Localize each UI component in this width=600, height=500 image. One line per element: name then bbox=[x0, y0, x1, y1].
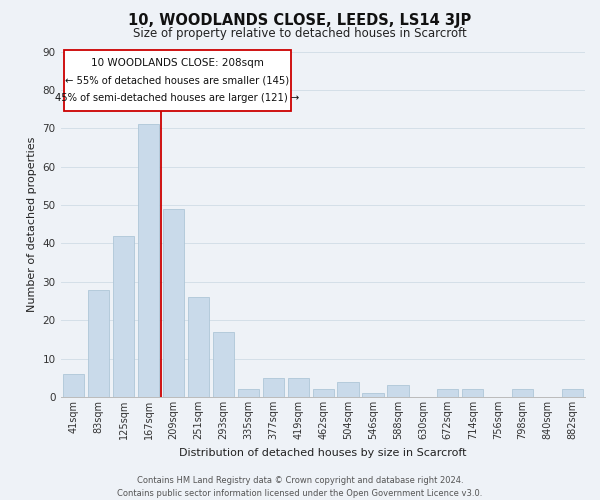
Bar bbox=[462, 390, 484, 397]
Bar bbox=[562, 390, 583, 397]
Bar bbox=[213, 332, 234, 397]
Text: 10 WOODLANDS CLOSE: 208sqm: 10 WOODLANDS CLOSE: 208sqm bbox=[91, 58, 263, 68]
Bar bbox=[263, 378, 284, 397]
Text: ← 55% of detached houses are smaller (145): ← 55% of detached houses are smaller (14… bbox=[65, 76, 289, 86]
Text: 10, WOODLANDS CLOSE, LEEDS, LS14 3JP: 10, WOODLANDS CLOSE, LEEDS, LS14 3JP bbox=[128, 12, 472, 28]
Text: 45% of semi-detached houses are larger (121) →: 45% of semi-detached houses are larger (… bbox=[55, 92, 299, 102]
Bar bbox=[437, 390, 458, 397]
Text: Contains HM Land Registry data © Crown copyright and database right 2024.
Contai: Contains HM Land Registry data © Crown c… bbox=[118, 476, 482, 498]
Bar bbox=[388, 386, 409, 397]
Bar bbox=[362, 393, 383, 397]
Bar bbox=[163, 209, 184, 397]
Bar bbox=[337, 382, 359, 397]
Bar bbox=[313, 390, 334, 397]
Text: Size of property relative to detached houses in Scarcroft: Size of property relative to detached ho… bbox=[133, 28, 467, 40]
Bar bbox=[113, 236, 134, 397]
Bar bbox=[88, 290, 109, 397]
Bar bbox=[63, 374, 85, 397]
Bar bbox=[138, 124, 159, 397]
X-axis label: Distribution of detached houses by size in Scarcroft: Distribution of detached houses by size … bbox=[179, 448, 467, 458]
Bar bbox=[64, 50, 290, 111]
Bar bbox=[287, 378, 309, 397]
Bar bbox=[188, 297, 209, 397]
Bar bbox=[238, 390, 259, 397]
Bar bbox=[512, 390, 533, 397]
Y-axis label: Number of detached properties: Number of detached properties bbox=[27, 136, 37, 312]
